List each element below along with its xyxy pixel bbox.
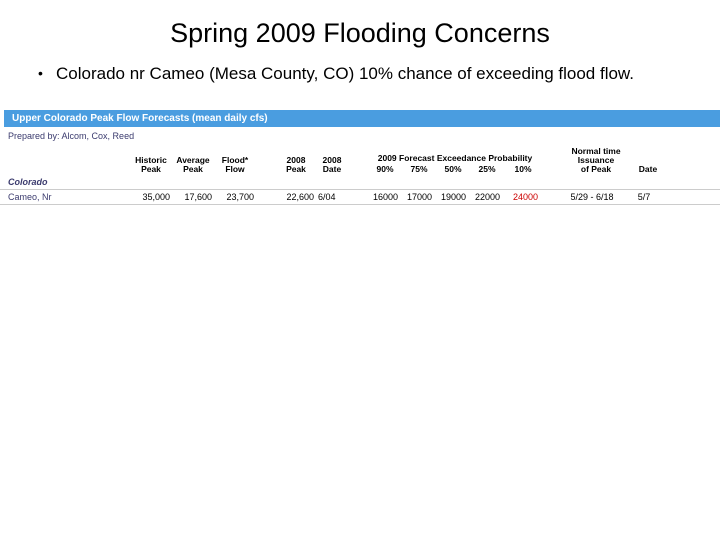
row-normal-issuance: 5/29 - 6/18 [560, 192, 624, 202]
row-flood-flow: 23,700 [214, 192, 256, 202]
row-average-peak: 17,600 [172, 192, 214, 202]
header-historic-peak: Historic Peak [130, 156, 172, 174]
row-2008-date: 6/04 [316, 192, 348, 202]
prepared-label: Prepared by: [8, 131, 60, 141]
group-label: Colorado [0, 175, 720, 190]
row-p90: 16000 [366, 192, 400, 202]
header-2008-date: 2008 Date [316, 156, 348, 174]
bullet-item: • Colorado nr Cameo (Mesa County, CO) 10… [38, 63, 660, 84]
header-p50: 50% [436, 164, 470, 174]
slide: Spring 2009 Flooding Concerns • Colorado… [0, 0, 720, 540]
header-average-peak: Average Peak [172, 156, 214, 174]
slide-title: Spring 2009 Flooding Concerns [0, 0, 720, 63]
header-p25: 25% [470, 164, 504, 174]
bullet-list: • Colorado nr Cameo (Mesa County, CO) 10… [0, 63, 720, 84]
forecast-table: Upper Colorado Peak Flow Forecasts (mean… [0, 110, 720, 205]
table-row: Cameo, Nr 35,000 17,600 23,700 22,600 6/… [0, 190, 720, 205]
header-probability-group: 2009 Forecast Exceedance Probability 90%… [366, 164, 544, 174]
header-2008-peak: 2008 Peak [276, 156, 316, 174]
row-p25: 22000 [468, 192, 502, 202]
bullet-text: Colorado nr Cameo (Mesa County, CO) 10% … [56, 63, 660, 84]
header-flood-flow: Flood* Flow [214, 156, 256, 174]
table-banner: Upper Colorado Peak Flow Forecasts (mean… [4, 110, 720, 127]
header-p75: 75% [402, 164, 436, 174]
table-header-row: Historic Peak Average Peak Flood* Flow 2… [0, 147, 720, 175]
row-date: 5/7 [624, 192, 664, 202]
row-label: Cameo, Nr [0, 192, 130, 202]
header-p90: 90% [368, 164, 402, 174]
row-p75: 17000 [400, 192, 434, 202]
header-p10: 10% [504, 164, 542, 174]
prepared-value: Alcom, Cox, Reed [62, 131, 135, 141]
bullet-icon: • [38, 63, 56, 83]
row-p50: 19000 [434, 192, 468, 202]
header-normal-issuance: Normal time Issuance of Peak [564, 147, 628, 174]
header-date: Date [628, 165, 668, 174]
row-2008-peak: 22,600 [276, 192, 316, 202]
prepared-by: Prepared by: Alcom, Cox, Reed [0, 127, 720, 147]
header-probability-title: 2009 Forecast Exceedance Probability [366, 153, 544, 163]
row-p10: 24000 [502, 192, 540, 202]
row-historic-peak: 35,000 [130, 192, 172, 202]
